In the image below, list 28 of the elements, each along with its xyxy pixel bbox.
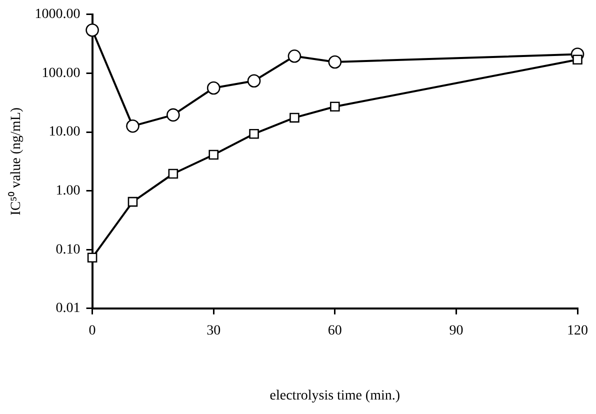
- point: [328, 55, 342, 69]
- point: [288, 49, 302, 63]
- y-tick-label: 1.00: [56, 183, 80, 198]
- point: [87, 252, 98, 263]
- point: [168, 168, 178, 179]
- y-tick-label: 1000.00: [34, 7, 80, 22]
- point: [208, 150, 218, 160]
- point: [86, 23, 99, 37]
- point: [290, 112, 300, 123]
- y-tick-label: 10.00: [48, 124, 80, 140]
- x-tick-label: 120: [567, 323, 588, 338]
- x-tick-label: 90: [449, 323, 464, 338]
- y-axis-title: IC⁵⁰ value (ng/mL): [8, 107, 24, 216]
- x-tick-label: 30: [206, 323, 221, 338]
- y-tick-label: 0.01: [56, 301, 80, 316]
- x-axis-title: electrolysis time (min.): [270, 388, 400, 404]
- point: [206, 81, 220, 95]
- point: [572, 54, 582, 65]
- point: [330, 102, 340, 112]
- point: [126, 119, 140, 133]
- y-tick-label: 0.10: [56, 242, 80, 258]
- y-tick-label: 100.00: [42, 66, 80, 81]
- point: [166, 108, 180, 122]
- x-tick-label: 0: [88, 323, 96, 338]
- point: [249, 128, 259, 139]
- point: [247, 74, 261, 88]
- x-tick-label: 60: [328, 323, 342, 338]
- point: [128, 196, 138, 207]
